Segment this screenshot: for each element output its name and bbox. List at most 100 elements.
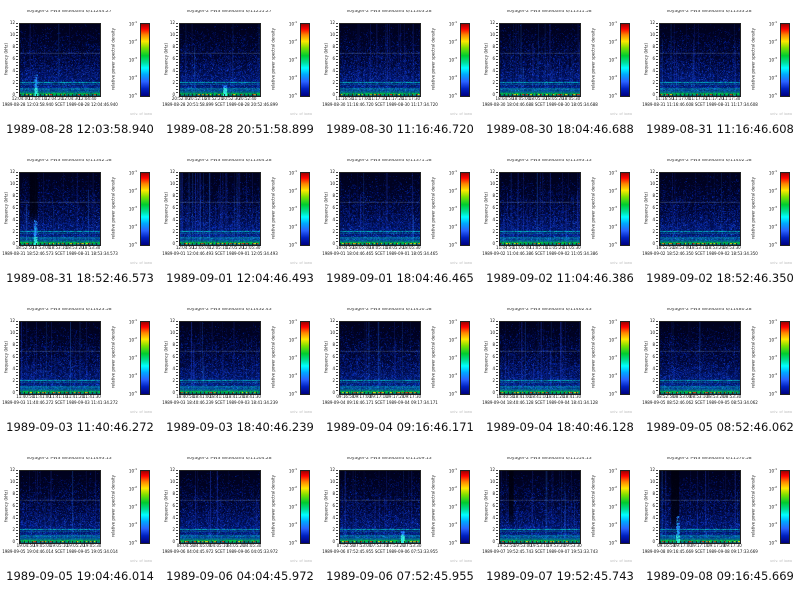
- spectrogram-thumbnail[interactable]: Voyager-2 PWS Wideband 6/11402.58 freque…: [640, 149, 800, 298]
- y-tick-label: 6: [172, 502, 175, 508]
- colorbar-label: relative power spectral density: [110, 326, 116, 388]
- x-tick-label: 11:17:00: [352, 96, 371, 101]
- colorbar-tick-label: 10-2: [128, 37, 137, 44]
- y-tick-label: 0: [652, 240, 655, 246]
- x-tick-label: 07:53:10: [370, 543, 389, 548]
- x-axis-ticks: 12:04:00 12:04:10 12:04:20 12:04:30 12:04:40: [0, 97, 160, 102]
- scet-range-label: 1989-09-07 19:52:45.743 SCET 1989-09-07 …: [482, 549, 598, 554]
- spectrogram-image: [340, 173, 420, 245]
- plot-frame: [19, 470, 101, 544]
- colorbar-tick-label: 10-1: [128, 19, 137, 26]
- spectrogram-image: [660, 322, 740, 394]
- scet-range-label: 1989-08-31 11:16:46.608 SCET 1989-08-31 …: [642, 102, 758, 107]
- y-tick-label: 8: [332, 43, 335, 49]
- plot-title: Voyager-2 PWS Wideband 6/11554.13: [506, 457, 592, 461]
- colorbar-label: relative power spectral density: [750, 28, 756, 90]
- colorbar: [620, 321, 630, 395]
- x-tick-label: 04:04:50: [176, 543, 195, 548]
- spectrogram-thumbnail[interactable]: Voyager-2 PWS Wideband 6/11333.28 freque…: [640, 0, 800, 149]
- colorbar: [140, 172, 150, 246]
- y-tick-label: 2: [492, 526, 495, 532]
- scet-range-label: 1989-09-02 18:52:46.350 SCET 1989-09-02 …: [642, 251, 758, 256]
- spectrogram-thumbnail[interactable]: Voyager-2 PWS Wideband 6/11504.28 freque…: [160, 447, 320, 596]
- y-tick-label: 0: [492, 91, 495, 97]
- y-tick-label: 4: [332, 514, 335, 520]
- spectrogram-thumbnail[interactable]: Voyager-2 PWS Wideband 6/11480.28 freque…: [640, 298, 800, 447]
- spectrogram-thumbnail[interactable]: Voyager-2 PWS Wideband 6/11371.58 freque…: [320, 149, 480, 298]
- spectrogram-thumbnail[interactable]: Voyager-2 PWS Wideband 6/11423.58 freque…: [0, 298, 160, 447]
- x-tick-label: 11:04:50: [496, 245, 514, 250]
- plot-title: Voyager-2 PWS Wideband 6/11432.43: [186, 308, 272, 312]
- x-axis-ticks: 20:52:00 20:52:10 20:52:20 20:52:30 20:52:40: [160, 97, 320, 102]
- spectrogram-thumbnail[interactable]: Voyager-2 PWS Wideband 6/11493.13 freque…: [0, 447, 160, 596]
- y-tick-label: 4: [12, 67, 15, 73]
- y-axis-minor-ticks: [16, 470, 18, 542]
- plot-title: Voyager-2 PWS Wideband 6/11364.28: [186, 159, 272, 163]
- colorbar-tick-label: 10-2: [768, 484, 777, 491]
- spectrogram-thumbnail[interactable]: Voyager-2 PWS Wideband 6/11570.58 freque…: [640, 447, 800, 596]
- y-tick-label: 8: [652, 490, 655, 496]
- y-tick-label: 8: [332, 192, 335, 198]
- plot-frame: [179, 470, 261, 544]
- colorbar-tick-label: 10-5: [448, 538, 457, 545]
- thumbnail-caption: 1989-09-04 09:16:46.171: [326, 420, 474, 434]
- y-tick-label: 0: [332, 91, 335, 97]
- thumbnail-caption: 1989-08-30 18:04:46.688: [486, 122, 634, 136]
- y-tick-label: 8: [12, 341, 15, 347]
- thumbnail-caption: 1989-09-02 18:52:46.350: [646, 271, 794, 285]
- spectrogram-thumbnail[interactable]: Voyager-2 PWS Wideband 6/11342.58 freque…: [0, 149, 160, 298]
- y-tick-label: 10: [489, 180, 495, 186]
- x-tick-label: 07:53:00: [353, 543, 372, 548]
- colorbar-tick-label: 10-2: [608, 37, 617, 44]
- x-tick-label: 12:05:20: [225, 245, 244, 250]
- colorbar-tick-label: 10-4: [768, 73, 777, 80]
- x-tick-label: 09:17:20: [707, 543, 726, 548]
- y-tick-label: 4: [332, 216, 335, 222]
- y-axis-minor-ticks: [16, 321, 18, 393]
- x-tick-label: 12:05:00: [192, 245, 211, 250]
- x-tick-label: 19:05:30: [83, 543, 102, 548]
- x-axis-ticks: 18:52:50 18:53:00 18:53:10 18:53:20 18:53:30: [0, 246, 160, 251]
- spectrogram-thumbnail[interactable]: Voyager-2 PWS Wideband 6/11450.58 freque…: [320, 298, 480, 447]
- colorbar-tick-label: 10-5: [768, 240, 777, 247]
- y-tick-label: 12: [169, 317, 175, 323]
- y-tick-label: 0: [172, 538, 175, 544]
- x-axis-ticks: 19:04:50 19:05:00 19:05:10 19:05:20 19:05:30: [0, 544, 160, 549]
- colorbar-label: relative power spectral density: [430, 177, 436, 239]
- plot-frame: [499, 321, 581, 395]
- producer-stamp: univ. of iowa: [129, 559, 152, 563]
- spectrogram-thumbnail[interactable]: Voyager-2 PWS Wideband 6/11509.13 freque…: [320, 447, 480, 596]
- colorbar: [620, 23, 630, 97]
- y-tick-label: 6: [652, 502, 655, 508]
- y-tick-label: 2: [172, 377, 175, 383]
- colorbar-tick-label: 10-1: [448, 466, 457, 473]
- colorbar-tick-label: 10-2: [608, 484, 617, 491]
- spectrogram-thumbnail[interactable]: Voyager-2 PWS Wideband 6/11462.43 freque…: [480, 298, 640, 447]
- y-axis-minor-ticks: [176, 23, 178, 95]
- spectrogram-image: [20, 471, 100, 543]
- colorbar-tick-label: 10-3: [448, 353, 457, 360]
- spectrogram-thumbnail[interactable]: Voyager-2 PWS Wideband 6/11364.28 freque…: [160, 149, 320, 298]
- spectrogram-thumbnail[interactable]: Voyager-2 PWS Wideband 6/11255.27 freque…: [160, 0, 320, 149]
- x-tick-label: 18:41:00: [192, 394, 211, 399]
- plot-frame: [19, 172, 101, 246]
- y-tick-label: 12: [649, 466, 655, 472]
- producer-stamp: univ. of iowa: [609, 559, 632, 563]
- x-tick-label: 19:53:00: [513, 543, 532, 548]
- plot-title: Voyager-2 PWS Wideband 6/11450.58: [346, 308, 432, 312]
- y-tick-label: 12: [329, 466, 335, 472]
- spectrogram-thumbnail[interactable]: Voyager-2 PWS Wideband 6/11303.28 freque…: [320, 0, 480, 149]
- x-axis-ticks: 07:52:50 07:53:00 07:53:10 07:53:20 07:53:30: [320, 544, 480, 549]
- spectrogram-thumbnail[interactable]: Voyager-2 PWS Wideband 6/11554.13 freque…: [480, 447, 640, 596]
- producer-stamp: univ. of iowa: [609, 112, 632, 116]
- spectrogram-thumbnail[interactable]: Voyager-2 PWS Wideband 6/11311.58 freque…: [480, 0, 640, 149]
- spectrogram-thumbnail[interactable]: Voyager-2 PWS Wideband 6/11432.43 freque…: [160, 298, 320, 447]
- y-tick-label: 0: [172, 91, 175, 97]
- spectrogram-thumbnail[interactable]: Voyager-2 PWS Wideband 6/11393.13 freque…: [480, 149, 640, 298]
- plot-title: Voyager-2 PWS Wideband 6/11462.43: [506, 308, 592, 312]
- colorbar-tick-label: 10-5: [288, 91, 297, 98]
- plot-frame: [179, 172, 261, 246]
- spectrogram-thumbnail[interactable]: Voyager-2 PWS Wideband 6/11244.27 freque…: [0, 0, 160, 149]
- y-tick-label: 2: [12, 79, 15, 85]
- colorbar-tick-label: 10-4: [448, 371, 457, 378]
